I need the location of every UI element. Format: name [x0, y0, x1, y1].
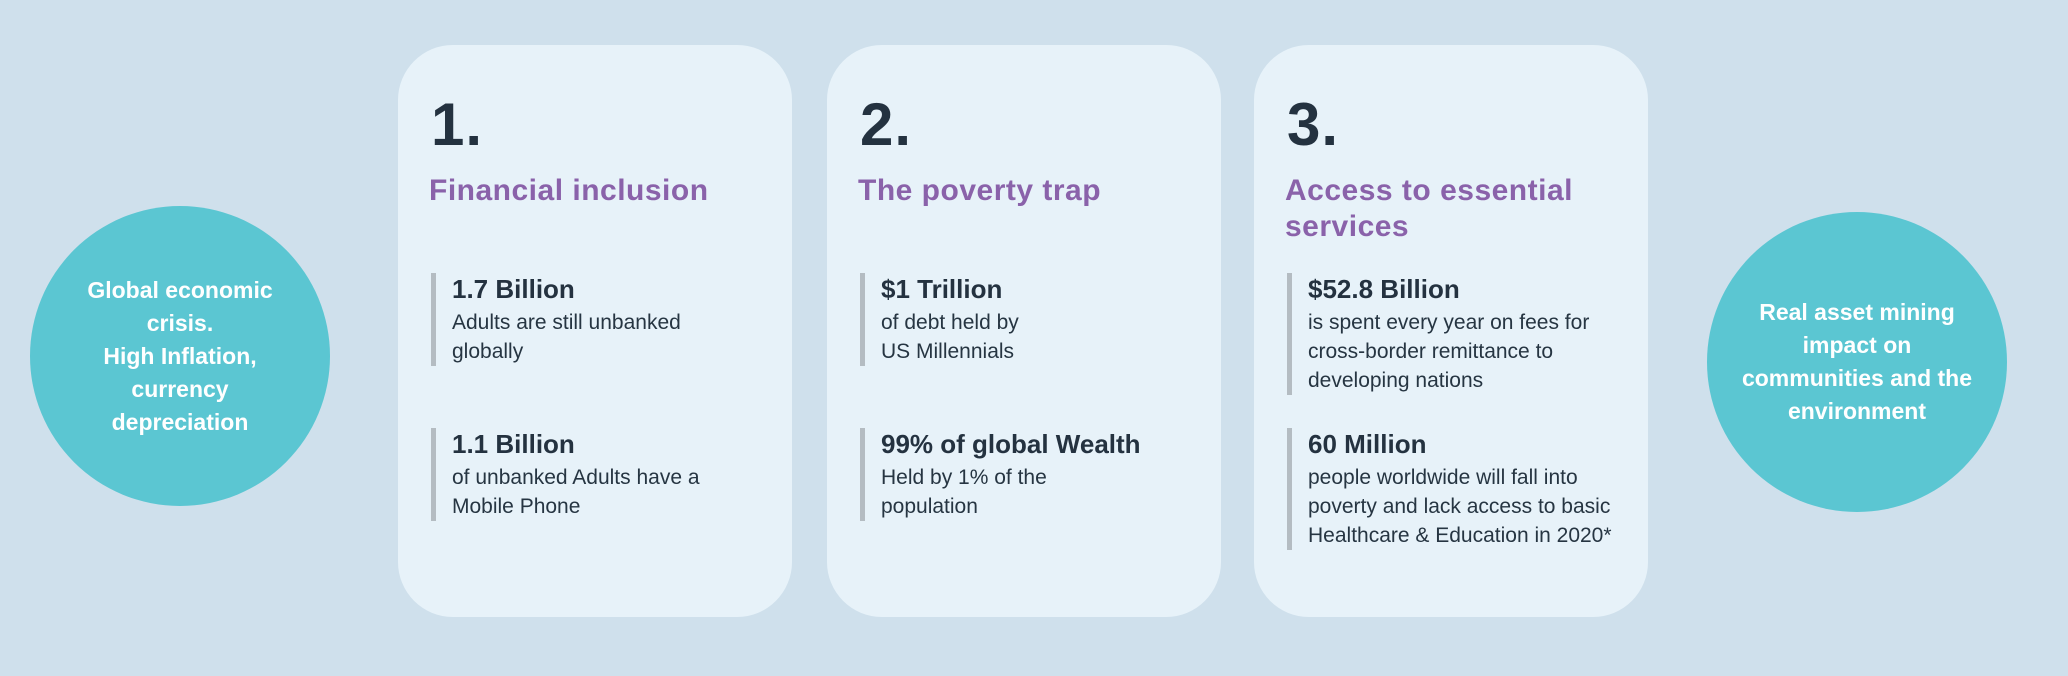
card-title-financial-inclusion: Financial inclusion: [429, 174, 709, 207]
stat-description: Held by 1% of the population: [881, 466, 1047, 518]
card-number-2: 2.: [860, 91, 913, 158]
stat-value: 1.7 Billion: [452, 274, 575, 304]
stat-block: 99% of global Wealth Held by 1% of the p…: [860, 428, 1205, 521]
stat-value: 99% of global Wealth: [881, 429, 1141, 459]
stat-block: 1.1 Billion of unbanked Adults have a Mo…: [431, 428, 776, 521]
stat-description: people worldwide will fall into poverty …: [1308, 466, 1612, 547]
stat-block: 60 Million people worldwide will fall in…: [1287, 428, 1632, 550]
card-title-poverty-trap: The poverty trap: [858, 174, 1102, 207]
stat-value: $1 Trillion: [881, 274, 1003, 304]
stat-description: Adults are still unbanked globally: [452, 311, 681, 363]
card-number-1: 1.: [431, 91, 484, 158]
stat-description: of debt held by US Millennials: [881, 311, 1019, 363]
card-financial-inclusion: 1. Financial inclusion 1.7 Billion Adult…: [398, 45, 792, 617]
global-crisis-circle-text: Global economic crisis. High Inflation, …: [87, 276, 273, 435]
stat-block: $1 Trillion of debt held by US Millennia…: [860, 273, 1205, 366]
global-crisis-circle: Global economic crisis. High Inflation, …: [30, 206, 330, 506]
stat-block: $52.8 Billion is spent every year on fee…: [1287, 273, 1632, 395]
stat-value: 1.1 Billion: [452, 429, 575, 459]
mining-impact-circle-text: Real asset mining impact on communities …: [1741, 299, 1973, 424]
stat-description: of unbanked Adults have a Mobile Phone: [452, 466, 700, 518]
card-title-essential-services: Access to essential services: [1285, 174, 1573, 243]
card-essential-services: 3. Access to essential services $52.8 Bi…: [1254, 45, 1648, 617]
stat-block: 1.7 Billion Adults are still unbanked gl…: [431, 273, 776, 366]
stat-description: is spent every year on fees for cross-bo…: [1308, 311, 1590, 392]
stat-value: 60 Million: [1308, 429, 1427, 459]
card-number-3: 3.: [1287, 91, 1340, 158]
mining-impact-circle: Real asset mining impact on communities …: [1707, 212, 2007, 512]
card-poverty-trap: 2. The poverty trap $1 Trillion of debt …: [827, 45, 1221, 617]
stat-value: $52.8 Billion: [1308, 274, 1460, 304]
